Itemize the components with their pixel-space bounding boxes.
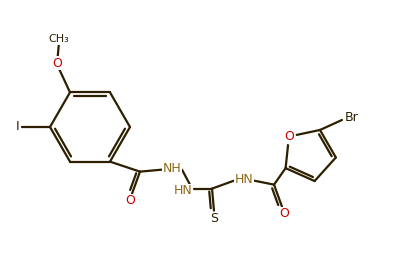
Text: S: S <box>210 212 218 225</box>
Text: CH₃: CH₃ <box>49 34 69 44</box>
Text: O: O <box>52 57 62 70</box>
Text: O: O <box>284 130 294 143</box>
Text: HN: HN <box>235 173 253 186</box>
Text: O: O <box>125 194 135 207</box>
Text: O: O <box>279 207 289 220</box>
Text: Br: Br <box>345 112 359 124</box>
Text: HN: HN <box>174 184 192 197</box>
Text: I: I <box>16 120 20 134</box>
Text: NH: NH <box>163 162 181 175</box>
